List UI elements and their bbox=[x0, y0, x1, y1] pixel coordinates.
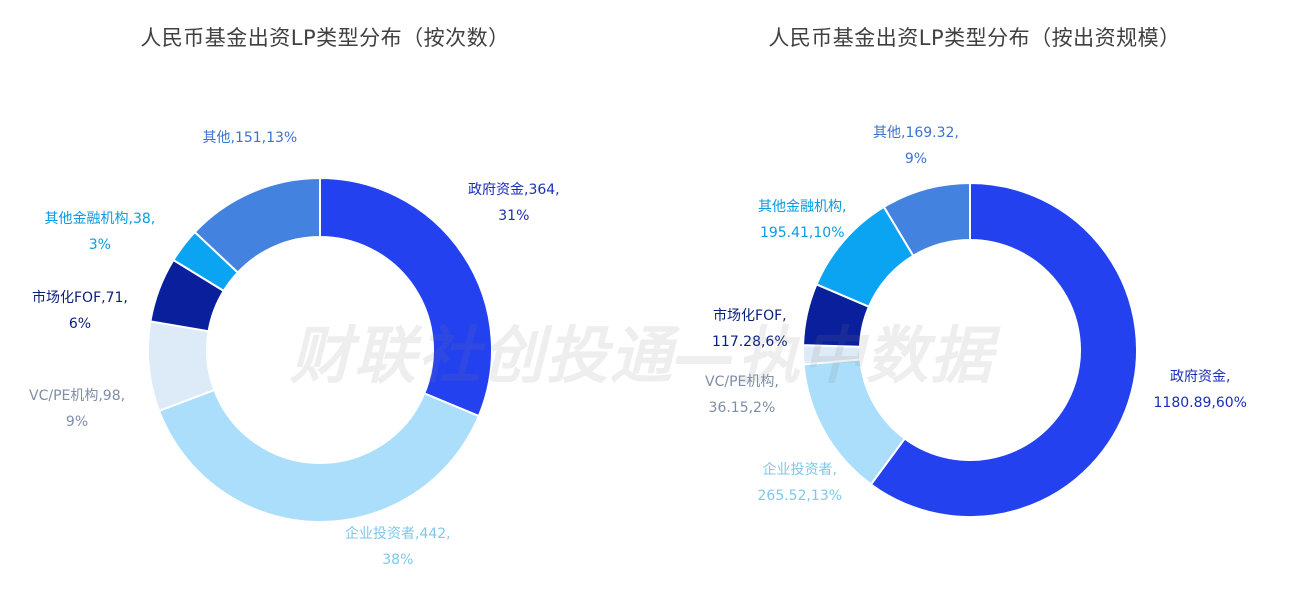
slice-label-line: 1180.89,60% bbox=[1153, 395, 1247, 411]
slice-label-line: 其他金融机构,38, bbox=[44, 211, 156, 227]
slice-label: 政府资金, 1180.89,60% bbox=[1154, 364, 1247, 416]
slice-label-line: VC/PE机构,98, bbox=[29, 388, 126, 404]
slice-label-line: 117.28,6% bbox=[712, 334, 788, 350]
slice-label-line: 市场化FOF, bbox=[713, 308, 787, 324]
slice-label-line: 其他,169.32, bbox=[873, 125, 959, 141]
slice-label-line: 31% bbox=[498, 208, 530, 224]
chart-title: 人民币基金出资LP类型分布（按次数） bbox=[140, 26, 510, 50]
donut-chart-right bbox=[801, 181, 1138, 518]
slice-label-line: 9% bbox=[904, 151, 928, 167]
slice-label: 其他,151,13% bbox=[203, 125, 298, 151]
donut-slice bbox=[193, 176, 321, 274]
chart-left: 人民币基金出资LP类型分布（按次数） 政府资金,364, 31% 企业投资者,442… bbox=[29, 26, 560, 573]
donut-slice bbox=[319, 176, 493, 418]
slice-label-line: 企业投资者,442, bbox=[345, 526, 451, 542]
slice-label: 市场化FOF, 117.28,6% bbox=[712, 303, 788, 355]
slice-label-line: 市场化FOF,71, bbox=[32, 290, 128, 306]
slice-label-line: VC/PE机构, bbox=[705, 374, 779, 390]
slice-label-line: 6% bbox=[68, 316, 92, 332]
donut-chart-left bbox=[147, 176, 493, 523]
slice-label: 其他金融机构, 195.41,10% bbox=[758, 194, 846, 246]
donut-slice bbox=[869, 181, 1138, 518]
slice-label-line: 企业投资者, bbox=[762, 462, 837, 478]
slice-label-line: 9% bbox=[65, 414, 89, 430]
slice-label-line: 政府资金,364, bbox=[468, 182, 560, 198]
slice-label-line: 其他,151,13% bbox=[202, 130, 298, 146]
chart-title: 人民币基金出资LP类型分布（按出资规模） bbox=[768, 26, 1181, 50]
donut-slice bbox=[882, 181, 971, 258]
slice-label: VC/PE机构,98, 9% bbox=[29, 383, 125, 435]
slice-label-line: 政府资金, bbox=[1170, 369, 1231, 385]
slice-label-line: 38% bbox=[382, 552, 414, 568]
slice-label-line: 其他金融机构, bbox=[758, 199, 847, 215]
slice-label: 其他,169.32, 9% bbox=[873, 120, 959, 172]
donut-slice bbox=[157, 388, 481, 523]
slice-label: 市场化FOF,71, 6% bbox=[32, 285, 128, 337]
slice-label: VC/PE机构, 36.15,2% bbox=[705, 369, 779, 421]
slice-label: 企业投资者, 265.52,13% bbox=[758, 457, 843, 509]
slice-label: 企业投资者,442, 38% bbox=[345, 521, 451, 573]
slice-label-line: 3% bbox=[88, 237, 111, 253]
slice-label-line: 195.41,10% bbox=[759, 225, 845, 241]
chart-right: 人民币基金出资LP类型分布（按出资规模） 政府资金, 1180.89,60% 企业投… bbox=[650, 0, 1299, 601]
slice-label: 政府资金,364, 31% bbox=[468, 177, 560, 229]
slice-label: 其他金融机构,38, 3% bbox=[45, 206, 156, 258]
slice-label-line: 265.52,13% bbox=[757, 488, 843, 504]
slice-label-line: 36.15,2% bbox=[708, 400, 776, 416]
